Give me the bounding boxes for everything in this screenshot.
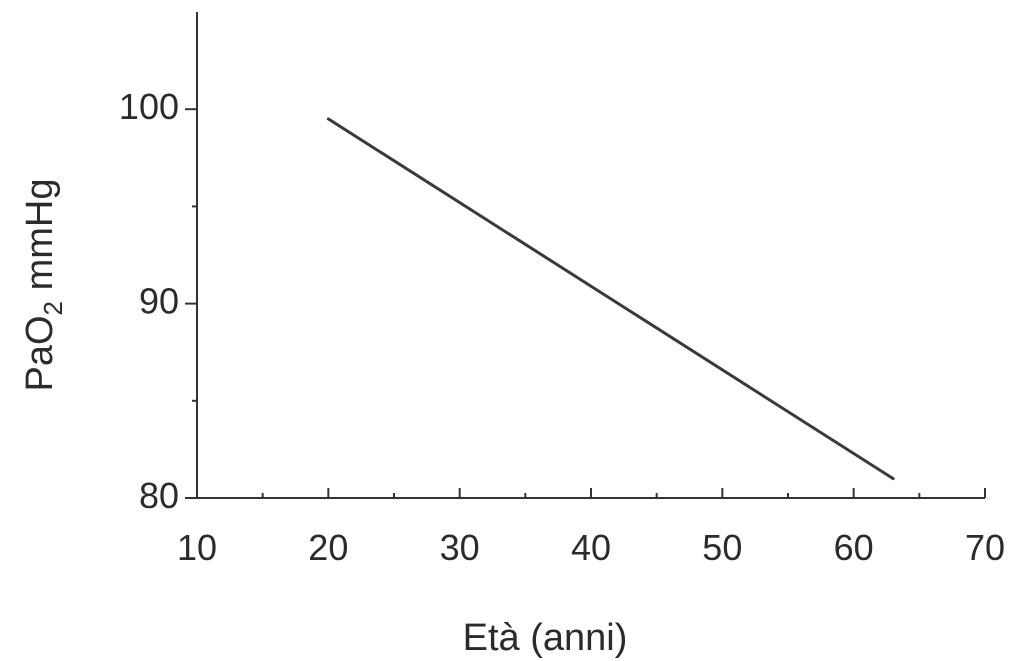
axes: [196, 12, 985, 499]
tick-labels: 10 20 30 40 50 60 70 80 90 100: [119, 86, 1005, 568]
x-tick-label-30: 30: [440, 527, 480, 568]
y-axis-title: PaO2 mmHg: [19, 179, 68, 392]
y-axis-title-subscript: 2: [38, 301, 68, 315]
x-tick-label-10: 10: [177, 527, 217, 568]
y-tick-label-100: 100: [119, 86, 179, 127]
series-line-0: [326, 117, 895, 481]
x-tick-label-60: 60: [834, 527, 874, 568]
x-tick-label-50: 50: [702, 527, 742, 568]
tick-marks: [185, 108, 986, 499]
data-series: [326, 117, 895, 481]
x-tick-label-70: 70: [965, 527, 1005, 568]
x-axis-title: Età (anni): [463, 617, 628, 659]
x-tick-label-40: 40: [571, 527, 611, 568]
y-tick-label-90: 90: [139, 281, 179, 322]
y-axis-title-main: PaO: [19, 315, 61, 391]
x-tick-label-20: 20: [308, 527, 348, 568]
y-tick-label-80: 80: [139, 475, 179, 516]
y-axis-title-unit: mmHg: [19, 179, 61, 301]
